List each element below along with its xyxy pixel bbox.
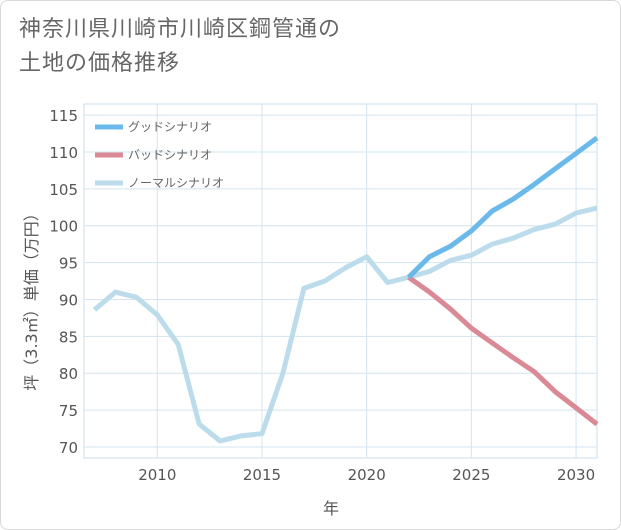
grid bbox=[83, 103, 598, 459]
series-lines bbox=[92, 135, 599, 444]
legend-label-1: バッドシナリオ bbox=[128, 148, 212, 162]
x-axis-title: 年 bbox=[323, 499, 339, 518]
x-tick-label: 2010 bbox=[138, 466, 176, 484]
y-tick-label: 105 bbox=[49, 181, 78, 199]
series-line-2 bbox=[92, 205, 598, 444]
y-tick-label: 90 bbox=[59, 291, 78, 309]
x-tick-label: 2020 bbox=[348, 466, 386, 484]
y-axis-ticks: 70 75 80 85 90 95 100 105 110 115 bbox=[49, 107, 78, 457]
y-tick-label: 80 bbox=[59, 365, 78, 383]
y-tick-label: 70 bbox=[59, 439, 78, 457]
x-tick-label: 2015 bbox=[243, 466, 281, 484]
chart-title: 神奈川県川崎市川崎区鋼管通の 土地の価格推移 bbox=[19, 13, 341, 81]
x-tick-label: 2030 bbox=[557, 466, 595, 484]
series-line-1 bbox=[407, 275, 599, 427]
chart-title-line2: 土地の価格推移 bbox=[19, 51, 181, 76]
series-line-0 bbox=[406, 135, 599, 280]
y-tick-label: 100 bbox=[49, 218, 78, 236]
chart-title-line1: 神奈川県川崎市川崎区鋼管通の bbox=[19, 17, 342, 42]
legend-label-2: ノーマルシナリオ bbox=[128, 176, 224, 190]
y-tick-label: 95 bbox=[59, 255, 78, 273]
y-tick-label: 115 bbox=[49, 107, 78, 125]
y-tick-label: 110 bbox=[49, 144, 78, 162]
y-tick-label: 85 bbox=[59, 328, 78, 346]
legend-label-0: グッドシナリオ bbox=[128, 120, 212, 134]
plot-frame bbox=[83, 103, 598, 459]
y-tick-label: 75 bbox=[59, 402, 78, 420]
y-axis-title: 坪（3.3㎡）単価（万円） bbox=[22, 205, 41, 390]
x-axis-ticks: 2010 2015 2020 2025 2030 bbox=[138, 466, 595, 484]
x-tick-label: 2025 bbox=[452, 466, 490, 484]
